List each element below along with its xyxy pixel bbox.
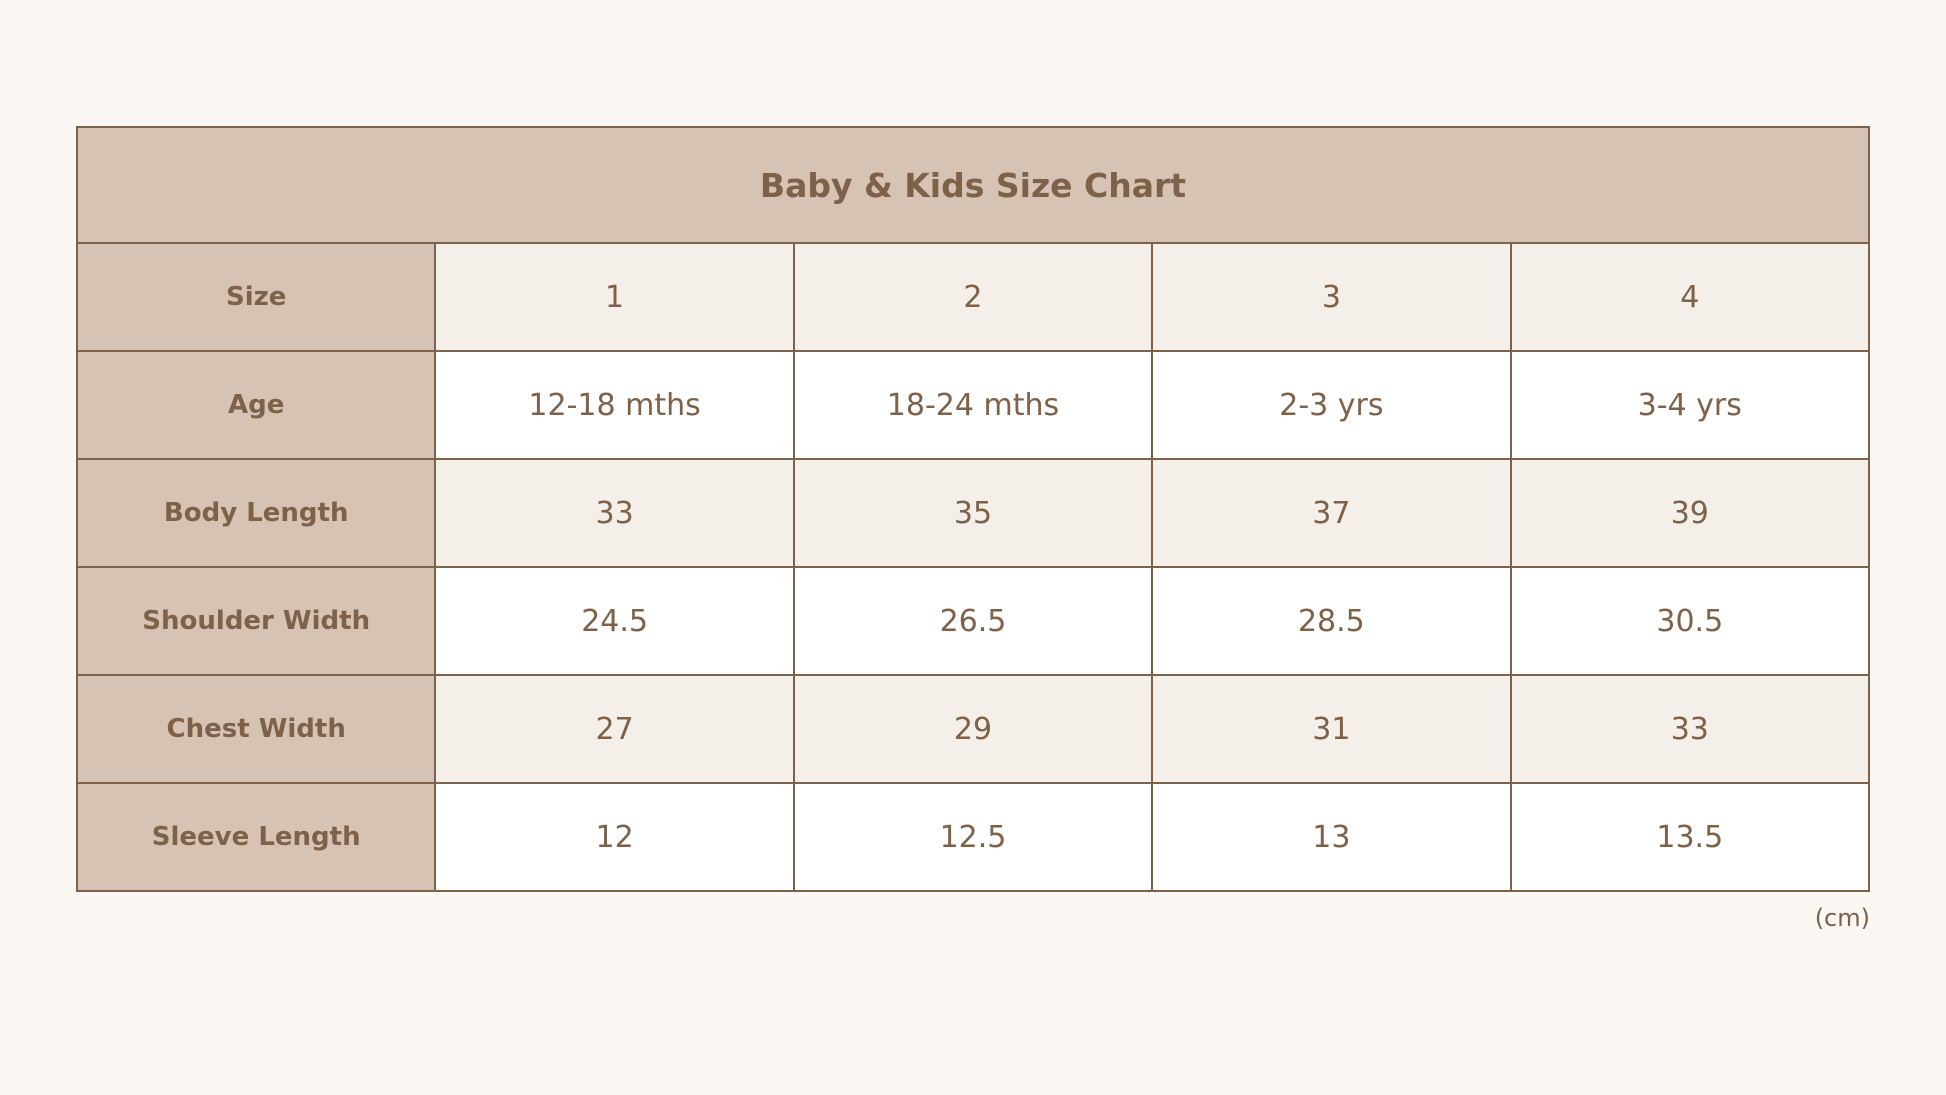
row-label-sleeve-length: Sleeve Length bbox=[75, 782, 437, 892]
table-cell: 28.5 bbox=[1151, 566, 1512, 676]
table-cell: 3 bbox=[1151, 242, 1512, 352]
table-cell: 37 bbox=[1151, 458, 1512, 568]
table-cell: 1 bbox=[434, 242, 795, 352]
table-cell: 18-24 mths bbox=[792, 350, 1154, 460]
table-cell: 30.5 bbox=[1509, 566, 1871, 676]
title-row: Baby & Kids Size Chart bbox=[76, 126, 1870, 244]
unit-note: (cm) bbox=[1814, 904, 1870, 932]
table-cell: 33 bbox=[434, 458, 795, 568]
table-cell: 13.5 bbox=[1509, 782, 1871, 892]
table-cell: 13 bbox=[1151, 782, 1512, 892]
table-cell: 33 bbox=[1509, 674, 1871, 784]
table-cell: 12-18 mths bbox=[434, 350, 795, 460]
table-row-body-length: Body Length 33 35 37 39 bbox=[75, 458, 1871, 568]
row-label-size: Size bbox=[75, 242, 437, 352]
size-chart-table: Baby & Kids Size Chart Size 1 2 3 4 Age … bbox=[75, 126, 1871, 892]
table-cell: 12 bbox=[434, 782, 795, 892]
table-cell: 12.5 bbox=[792, 782, 1154, 892]
table-cell: 2-3 yrs bbox=[1151, 350, 1512, 460]
table-row-shoulder-width: Shoulder Width 24.5 26.5 28.5 30.5 bbox=[75, 566, 1871, 676]
table-cell: 26.5 bbox=[792, 566, 1154, 676]
table-cell: 4 bbox=[1509, 242, 1871, 352]
table-row-chest-width: Chest Width 27 29 31 33 bbox=[75, 674, 1871, 784]
table-cell: 35 bbox=[792, 458, 1154, 568]
table-cell: 2 bbox=[792, 242, 1154, 352]
table-row-size: Size 1 2 3 4 bbox=[75, 242, 1871, 352]
row-label-age: Age bbox=[75, 350, 437, 460]
table-cell: 29 bbox=[792, 674, 1154, 784]
table-title: Baby & Kids Size Chart bbox=[76, 126, 1870, 244]
table-row-age: Age 12-18 mths 18-24 mths 2-3 yrs 3-4 yr… bbox=[75, 350, 1871, 460]
row-label-body-length: Body Length bbox=[75, 458, 437, 568]
table-row-sleeve-length: Sleeve Length 12 12.5 13 13.5 bbox=[75, 782, 1871, 892]
row-label-chest-width: Chest Width bbox=[75, 674, 437, 784]
table-cell: 31 bbox=[1151, 674, 1512, 784]
table-cell: 24.5 bbox=[434, 566, 795, 676]
table-cell: 3-4 yrs bbox=[1509, 350, 1871, 460]
table-cell: 39 bbox=[1509, 458, 1871, 568]
row-label-shoulder-width: Shoulder Width bbox=[75, 566, 437, 676]
table-cell: 27 bbox=[434, 674, 795, 784]
